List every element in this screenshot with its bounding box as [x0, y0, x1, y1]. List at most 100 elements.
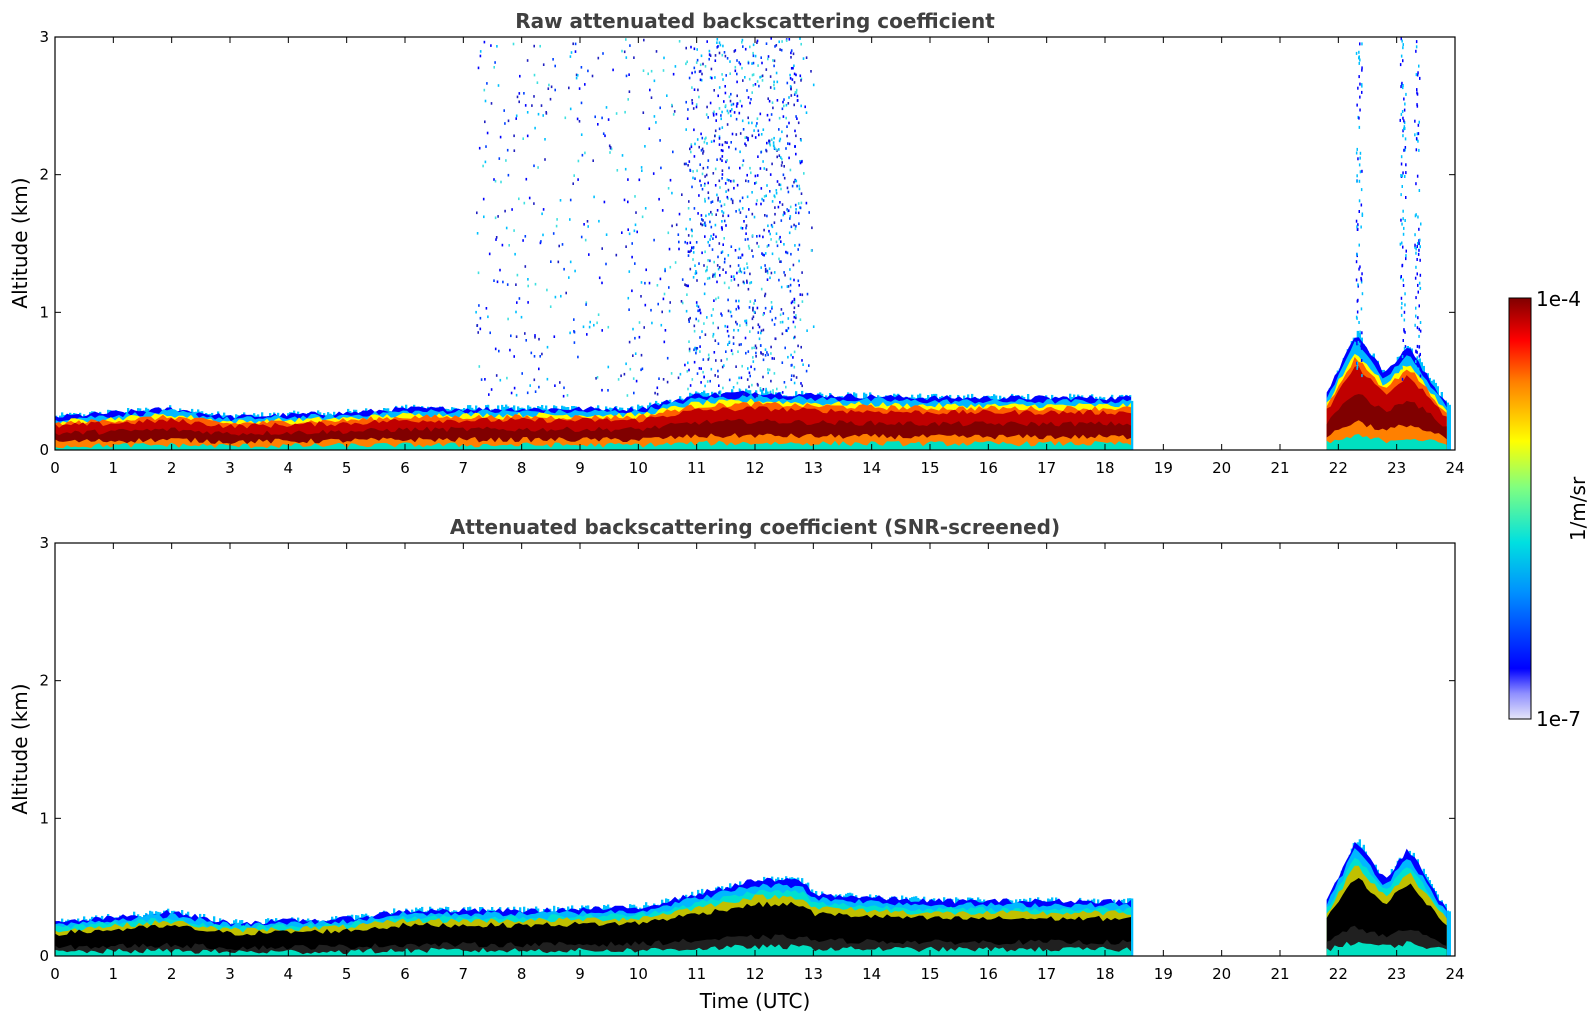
noise-speckle — [805, 369, 808, 373]
noise-speckle — [514, 252, 516, 256]
noise-speckle — [723, 219, 726, 223]
x-tick-label: 21 — [1270, 965, 1289, 983]
noise-speckle — [1403, 329, 1405, 333]
noise-speckle — [1400, 112, 1403, 116]
noise-speckle — [752, 43, 755, 47]
noise-speckle — [760, 329, 763, 333]
noise-speckle — [773, 357, 775, 360]
noise-speckle — [812, 83, 815, 87]
noise-speckle — [741, 227, 744, 230]
noise-speckle — [793, 297, 796, 301]
plot-frame — [54, 36, 1456, 451]
noise-speckle — [1357, 157, 1359, 161]
noise-speckle — [701, 187, 704, 191]
noise-speckle — [588, 253, 590, 256]
noise-speckle — [769, 390, 772, 394]
noise-speckle — [765, 42, 768, 45]
noise-speckle — [804, 105, 806, 109]
noise-speckle — [1358, 199, 1361, 203]
noise-speckle — [738, 299, 740, 303]
noise-speckle — [759, 387, 762, 390]
noise-speckle — [603, 200, 606, 204]
noise-speckle — [718, 135, 721, 138]
noise-speckle — [519, 74, 521, 78]
noise-speckle — [730, 314, 733, 318]
noise-speckle — [771, 101, 774, 104]
noise-speckle — [787, 317, 790, 320]
noise-speckle — [653, 79, 656, 83]
noise-speckle — [595, 377, 597, 380]
noise-speckle — [629, 44, 631, 47]
noise-speckle — [797, 248, 799, 251]
noise-speckle — [686, 117, 689, 120]
noise-speckle — [718, 384, 720, 387]
noise-speckle — [729, 310, 732, 314]
noise-speckle — [660, 166, 662, 170]
noise-speckle — [727, 111, 730, 115]
noise-speckle — [801, 293, 804, 297]
noise-speckle — [768, 368, 771, 372]
noise-speckle — [704, 175, 706, 178]
noise-speckle — [687, 234, 690, 237]
noise-speckle — [760, 187, 763, 190]
noise-speckle — [706, 105, 708, 109]
noise-speckle — [762, 358, 765, 362]
noise-speckle — [601, 388, 603, 392]
x-tick-label: 23 — [1387, 459, 1406, 477]
noise-speckle — [739, 99, 742, 103]
noise-speckle — [748, 208, 750, 211]
noise-speckle — [546, 288, 548, 292]
noise-speckle — [670, 372, 673, 375]
noise-speckle — [736, 271, 738, 275]
noise-speckle — [484, 160, 487, 164]
noise-speckle — [743, 281, 745, 285]
noise-speckle — [507, 317, 509, 321]
noise-speckle — [767, 371, 769, 375]
noise-speckle — [697, 88, 699, 92]
noise-speckle — [742, 280, 745, 284]
noise-speckle — [1404, 219, 1406, 222]
noise-speckle — [753, 302, 755, 305]
noise-speckle — [664, 269, 666, 273]
noise-speckle — [478, 146, 481, 150]
noise-speckle — [720, 149, 723, 152]
noise-speckle — [689, 241, 692, 244]
noise-speckle — [810, 70, 812, 73]
noise-speckle — [531, 104, 533, 107]
noise-speckle — [1402, 209, 1404, 213]
noise-speckle — [703, 264, 705, 267]
noise-speckle — [718, 107, 721, 110]
noise-speckle — [752, 54, 755, 58]
noise-speckle — [620, 374, 622, 378]
noise-speckle — [695, 317, 697, 321]
noise-speckle — [773, 221, 776, 224]
noise-speckle — [745, 319, 748, 323]
noise-speckle — [805, 56, 808, 59]
noise-speckle — [792, 263, 795, 267]
noise-speckle — [553, 335, 556, 338]
noise-speckle — [727, 309, 730, 313]
noise-speckle — [773, 146, 776, 150]
noise-speckle — [1418, 242, 1420, 246]
noise-speckle — [623, 50, 626, 54]
noise-speckle — [732, 386, 735, 389]
noise-speckle — [1359, 58, 1361, 62]
noise-speckle — [617, 378, 620, 381]
noise-speckle — [693, 47, 696, 51]
noise-speckle — [1361, 169, 1363, 173]
noise-speckle — [716, 280, 718, 284]
y-tick-label: 1 — [39, 809, 49, 827]
noise-speckle — [716, 264, 719, 267]
noise-speckle — [791, 300, 794, 303]
noise-speckle — [572, 182, 574, 185]
x-tick-label: 15 — [920, 965, 939, 983]
noise-speckle — [795, 152, 797, 156]
noise-speckle — [705, 214, 707, 218]
noise-speckle — [506, 376, 508, 380]
colorbar: 1e-4 1e-7 1/m/sr — [1508, 287, 1590, 731]
noise-speckle — [790, 225, 793, 229]
noise-speckle — [774, 316, 777, 320]
noise-speckle — [721, 159, 723, 162]
noise-speckle — [695, 348, 698, 352]
